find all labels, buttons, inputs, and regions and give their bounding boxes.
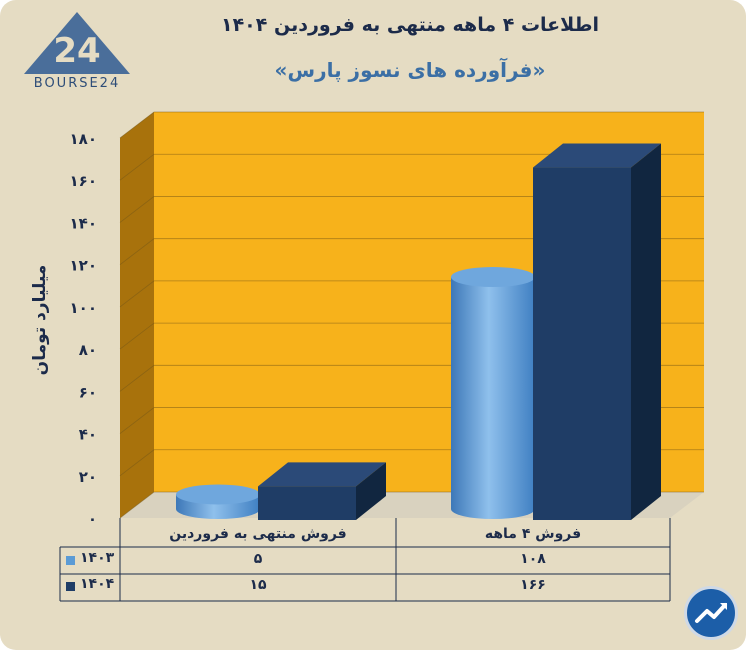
cylinder-body	[451, 277, 535, 519]
box-front	[533, 167, 631, 521]
grid-line	[119, 238, 704, 265]
cylinder-top	[176, 484, 260, 505]
y-tick-label: ۶۰	[79, 383, 97, 401]
value-1404-cat1: ۱۵	[249, 577, 267, 593]
value-1403-cat2: ۱۰۸	[520, 551, 546, 567]
logo-wordmark: BOURSE24	[33, 76, 121, 91]
y-tick-label: ۱۴۰	[70, 214, 97, 232]
bars	[176, 143, 661, 521]
y-tick-label: ۴۰	[79, 426, 97, 444]
value-1404-cat2: ۱۶۶	[520, 577, 546, 593]
bar-1404-cat1	[258, 462, 386, 520]
box-front	[258, 486, 356, 520]
plot-side-wall	[120, 112, 154, 518]
grid-line	[119, 153, 704, 181]
grid-line	[119, 111, 704, 139]
bar-1404-cat2	[533, 143, 661, 521]
category-label-2: فروش ۴ ماهه	[484, 526, 582, 542]
legend-swatch-1404	[66, 582, 75, 591]
logo-triangle-icon: 24	[24, 12, 130, 74]
box-top	[258, 462, 386, 487]
trend-up-icon	[684, 586, 738, 640]
cylinder-top	[451, 267, 535, 287]
box-top	[533, 143, 661, 168]
y-tick-label: ۱۲۰	[70, 257, 97, 275]
bar-1403-cat1	[176, 484, 260, 519]
y-tick-label: ۰	[88, 510, 97, 528]
box-side	[631, 143, 661, 521]
y-tick-label: ۱۶۰	[70, 172, 97, 190]
y-tick-label: ۱۸۰	[70, 130, 97, 148]
y-tick-labels: ۰ ۲۰ ۴۰ ۶۰ ۸۰ ۱۰۰ ۱۲۰ ۱۴۰ ۱۶۰ ۱۸۰	[70, 130, 97, 528]
y-tick-label: ۸۰	[79, 341, 97, 359]
legend-label-1404: ۱۴۰۴	[80, 576, 115, 592]
logo-mark: 24	[53, 31, 100, 71]
data-table-lines	[59, 518, 671, 602]
chart-subtitle: «فرآورده های نسوز پارس»	[274, 58, 546, 82]
category-label-1: فروش منتهی به فروردین	[169, 526, 347, 542]
grid-line	[119, 196, 704, 223]
bar-1403-cat2	[451, 267, 535, 519]
y-tick-label: ۲۰	[79, 468, 97, 486]
bourse24-logo: 24 BOURSE24	[22, 10, 132, 100]
legend-swatch-1403	[66, 556, 75, 565]
legend-label-1403: ۱۴۰۳	[80, 550, 115, 566]
y-tick-label: ۱۰۰	[70, 299, 97, 317]
value-1403-cat1: ۵	[253, 551, 263, 567]
box-side	[356, 462, 386, 520]
chart-title: اطلاعات ۴ ماهه منتهی به فروردین ۱۴۰۴	[220, 14, 599, 36]
